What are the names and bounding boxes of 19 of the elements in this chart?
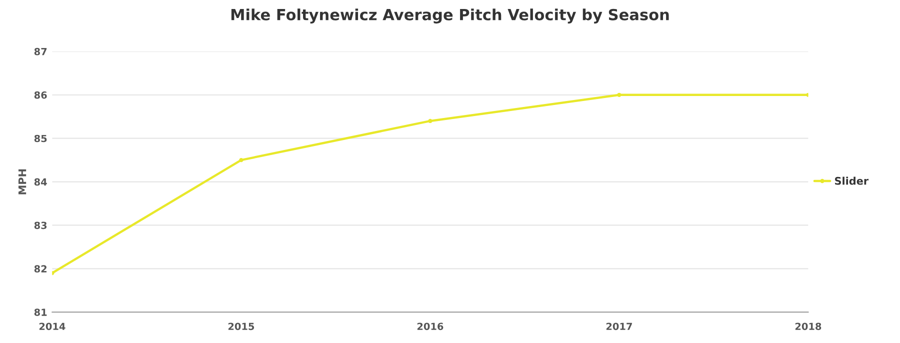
legend-label: Slider (834, 176, 869, 185)
chart-title: Mike Foltynewicz Average Pitch Velocity by Season (231, 8, 669, 24)
y-tick-label: 85 (34, 134, 47, 142)
point (239, 158, 244, 162)
point (617, 92, 622, 97)
x-tick-label: 2018 (795, 322, 822, 330)
x-tick-label: 2015 (228, 322, 254, 330)
y-tick-label: 86 (34, 91, 47, 99)
x-tick-label: 2017 (606, 322, 632, 330)
x-tick-label: 2014 (39, 322, 66, 330)
x-tick-label: 2016 (417, 322, 444, 330)
line-series (52, 92, 808, 276)
y-tick-label: 82 (34, 265, 46, 273)
y-axis-title: MPH (18, 169, 26, 194)
y-tick-label: 87 (34, 48, 47, 56)
y-tick-label: 83 (34, 222, 47, 230)
y-tick-label: 84 (34, 178, 47, 186)
point (428, 118, 432, 124)
y-tick-label: 81 (34, 308, 47, 316)
